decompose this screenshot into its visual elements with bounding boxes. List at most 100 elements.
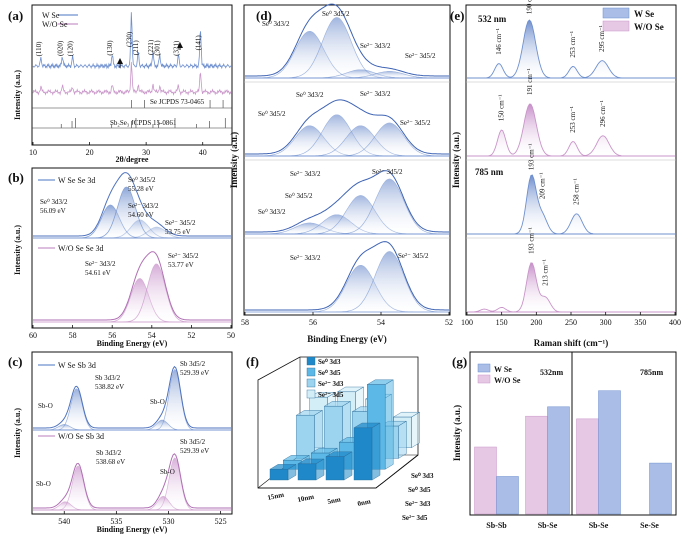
panel-f-label: (f)	[246, 354, 259, 369]
panel-g-label: (g)	[452, 354, 467, 369]
category-label: 5nm	[327, 495, 342, 506]
legend-swatch	[306, 389, 316, 399]
se3d-w-se-component	[33, 186, 231, 239]
panel-a-label: (a)	[8, 8, 23, 23]
wo-sb-3d3-label: Sb 3d3/2	[96, 449, 122, 457]
raman-peak-label: 209 cm⁻¹	[539, 172, 547, 199]
bar3d-side	[385, 379, 394, 470]
raman-peak-label: 190 cm⁻¹	[525, 0, 533, 14]
panel-b-tick-label: 52	[187, 331, 195, 340]
depth-axis-label: Se⁰ 3d5	[408, 486, 431, 494]
panel-d-tick-label: 56	[309, 318, 317, 327]
raman-peak-label: 258 cm⁻¹	[573, 178, 581, 205]
sb3d-wo-se-envelope	[33, 453, 231, 509]
sb3d-wo-se-component	[33, 495, 231, 511]
d-se2-3d3-label: Se²⁻ 3d3/2	[290, 254, 321, 262]
raman-row-3-spectrum	[467, 262, 675, 313]
bar3d-front	[297, 463, 317, 481]
sb3d-wo-se-component	[33, 457, 231, 511]
triangle-marker-icon	[117, 58, 123, 64]
d-se0-3d3-label: Se⁰ 3d3/2	[296, 91, 324, 99]
legend-wo-se: W/O Se	[494, 376, 521, 385]
legend-label: Se⁰ 3d3	[318, 358, 341, 366]
panel-f-category-labels: 15nm 10nm 5nm 0nm	[267, 491, 372, 508]
panel-a-tick-label: 30	[142, 148, 150, 157]
bar3d-front	[353, 427, 373, 481]
reference-se-label: Se JCPDS 73-0465	[150, 98, 205, 106]
wo-sb-o-label: Sb-O	[160, 468, 175, 476]
legend-w-se-label: W Se	[42, 11, 60, 20]
bar3d-side	[287, 464, 297, 481]
xrd-peak-label: (221)	[147, 39, 155, 55]
bar3d-side	[343, 451, 353, 481]
panel-c-group1-label: W Se Sb 3d	[58, 361, 96, 370]
panel-b-xlabel: Binding Energy (eV)	[97, 339, 168, 348]
category-label: Sb-Sb	[486, 521, 507, 530]
panel-a-tick-label: 10	[29, 148, 37, 157]
xrd-peak-labels: (110) (020) (120) (130) (230)(211) (221)(301)…	[35, 31, 203, 56]
bar3d-front	[325, 456, 345, 481]
se2-3d5-energy: 53.75 eV	[165, 228, 191, 236]
bar-w-se	[496, 476, 519, 515]
se3d-w-se-component	[33, 219, 231, 239]
panel-c-x-ticks: 540 535 530 525	[58, 511, 227, 526]
panel-c-curves	[33, 365, 231, 511]
legend-wo-se-label: W/O Se	[42, 20, 68, 29]
laser-785-label: 785 nm	[475, 167, 504, 177]
se0-3d3-label: Se⁰ 3d3/2	[40, 198, 68, 206]
depth-2-component	[245, 178, 449, 235]
depth-3-component	[245, 251, 449, 313]
category-label: Sb-Se	[538, 521, 558, 530]
bar-wo-se	[576, 418, 599, 515]
panel-e: (e) 532 nm 785 nm W Se W/O Se 146 cm⁻¹ 19…	[450, 0, 681, 348]
raman-row-0-spectrum	[467, 19, 675, 79]
d-se0-3d5-label: Se⁰ 3d5/2	[285, 192, 313, 200]
raman-peak-label: 295 cm⁻¹	[598, 25, 606, 52]
panel-c-group2-label: W/O Se Sb 3d	[58, 432, 104, 441]
wo-se2-3d3-label: Se²⁻ 3d3/2	[85, 260, 116, 268]
legend-swatch	[306, 356, 316, 366]
bar-w-se	[547, 406, 570, 515]
panel-c-tick-label: 535	[110, 517, 122, 526]
panel-b-tick-label: 56	[108, 331, 116, 340]
bar3d-side	[398, 420, 407, 459]
se2-3d3-label: Se²⁻ 3d3/2	[128, 202, 159, 210]
panel-e-tick-label: 400	[669, 318, 681, 327]
depth-axis-label: Se²⁻ 3d5	[402, 514, 428, 522]
wo-se2-3d5-energy: 53.77 eV	[168, 261, 194, 269]
panel-f-legend: Se⁰ 3d3 Se⁰ 3d5 Se²⁻ 3d3 Se²⁻ 3d5	[306, 356, 344, 399]
panel-b: (b) W Se Se 3d W/O Se Se 3d Se⁰ 3d3/2 56…	[8, 167, 235, 348]
d-se0-3d3-label: Se⁰ 3d3/2	[262, 20, 290, 28]
panel-d: (d) Se⁰ 3d3/2 Se⁰ 3d5/2 Se²⁻ 3d3/2 Se²⁻ …	[229, 3, 453, 344]
panel-c-tick-label: 525	[215, 517, 227, 526]
panel-b-group2-label: W/O Se Se 3d	[58, 244, 104, 253]
legend-label: Se⁰ 3d5	[318, 369, 341, 377]
panel-e-x-ticks: 100 150 200 250 300 350 400	[461, 312, 681, 327]
raman-peak-label: 213 cm⁻¹	[541, 259, 549, 286]
panel-g-bars	[474, 390, 672, 515]
xrd-peak-label: (141)	[194, 35, 202, 51]
sb-o-label: Sb-O	[150, 398, 165, 406]
panel-a-frame	[31, 4, 233, 146]
legend-wo-se: W/O Se	[634, 22, 664, 32]
category-label: 0nm	[357, 497, 372, 508]
group-785-label: 785nm	[640, 368, 663, 377]
panel-c-label: (c)	[8, 354, 22, 369]
panel-d-x-ticks: 58 56 54 52	[241, 312, 453, 327]
sb-3d5-energy: 529.39 eV	[180, 369, 209, 377]
xrd-peak-label: (211)	[132, 40, 140, 56]
panel-a: (a) W Se W/O Se (110) (020) (120) (130) (230…	[8, 4, 233, 164]
se3d-wo-se-envelope	[33, 251, 231, 321]
wo-se2-3d5-label: Se²⁻ 3d5/2	[168, 252, 199, 260]
panel-b-tick-label: 54	[148, 331, 156, 340]
panel-g-frame	[469, 351, 677, 516]
category-label: 15nm	[267, 491, 285, 502]
panel-d-label: (d)	[256, 8, 272, 23]
raman-row-2-spectrum	[467, 174, 675, 235]
sb3d-w-se-component	[33, 388, 231, 431]
sb-3d3-label: Sb 3d3/2	[95, 374, 121, 382]
d-se2-3d3-label: Se²⁻ 3d3/2	[290, 170, 321, 178]
xrd-peak-label: (301)	[154, 40, 162, 56]
panel-c-xlabel: Binding Energy (eV)	[97, 525, 168, 534]
d-se2-3d5-label: Se²⁻ 3d5/2	[405, 52, 436, 60]
